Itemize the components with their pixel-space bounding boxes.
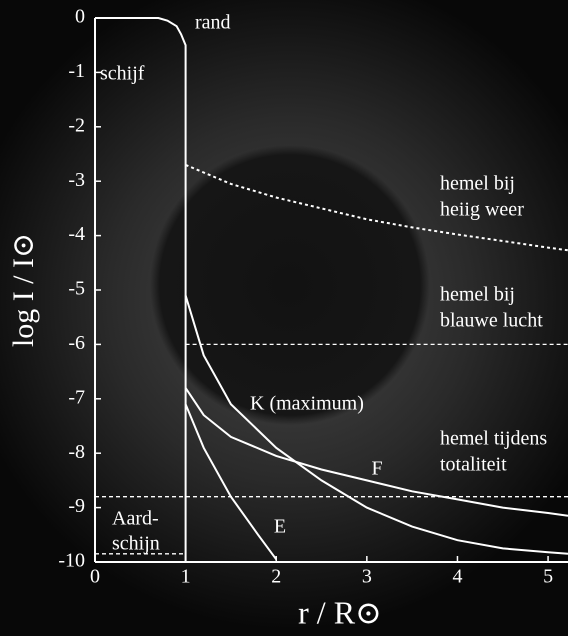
moon-disk — [150, 145, 430, 425]
series-label: totaliteit — [440, 454, 507, 476]
series-label: hemel tijdens — [440, 428, 547, 450]
y-tick-label: -5 — [68, 278, 85, 300]
annotation: rand — [195, 12, 231, 34]
y-tick-label: -7 — [68, 386, 85, 408]
y-tick-label: -8 — [68, 441, 85, 463]
x-tick-label: 4 — [452, 566, 462, 588]
x-axis-label: r / R⊙ — [298, 594, 382, 630]
x-tick-label: 3 — [362, 566, 372, 588]
x-tick-label: 0 — [90, 566, 100, 588]
series-label: blauwe lucht — [440, 310, 543, 332]
y-tick-label: -1 — [68, 60, 85, 82]
series-line — [184, 387, 568, 517]
series-line — [185, 163, 568, 252]
y-tick-label: 0 — [75, 6, 85, 28]
series-label: schijn — [112, 533, 160, 555]
series-label: schijf — [100, 63, 145, 85]
series-label: K (maximum) — [250, 393, 364, 415]
y-tick-label: -4 — [68, 223, 85, 245]
series-line — [95, 17, 187, 562]
series-line — [184, 403, 278, 560]
y-tick-label: -9 — [68, 495, 85, 517]
y-tick-label: -3 — [68, 169, 85, 191]
series-line — [184, 295, 568, 555]
series-label: heiig weer — [440, 199, 524, 221]
y-tick-label: -2 — [68, 114, 85, 136]
y-axis-label: log I / I⊙ — [7, 233, 40, 347]
series-label: E — [274, 516, 286, 538]
series-label: hemel bij — [440, 173, 515, 195]
y-tick-label: -10 — [58, 550, 85, 572]
x-tick-label: 1 — [181, 566, 191, 588]
series-label: Aard- — [112, 508, 159, 530]
y-tick-label: -6 — [68, 332, 85, 354]
series-label: F — [371, 458, 382, 480]
x-tick-label: 2 — [271, 566, 281, 588]
x-tick-label: 5 — [543, 566, 553, 588]
series-label: hemel bij — [440, 284, 515, 306]
